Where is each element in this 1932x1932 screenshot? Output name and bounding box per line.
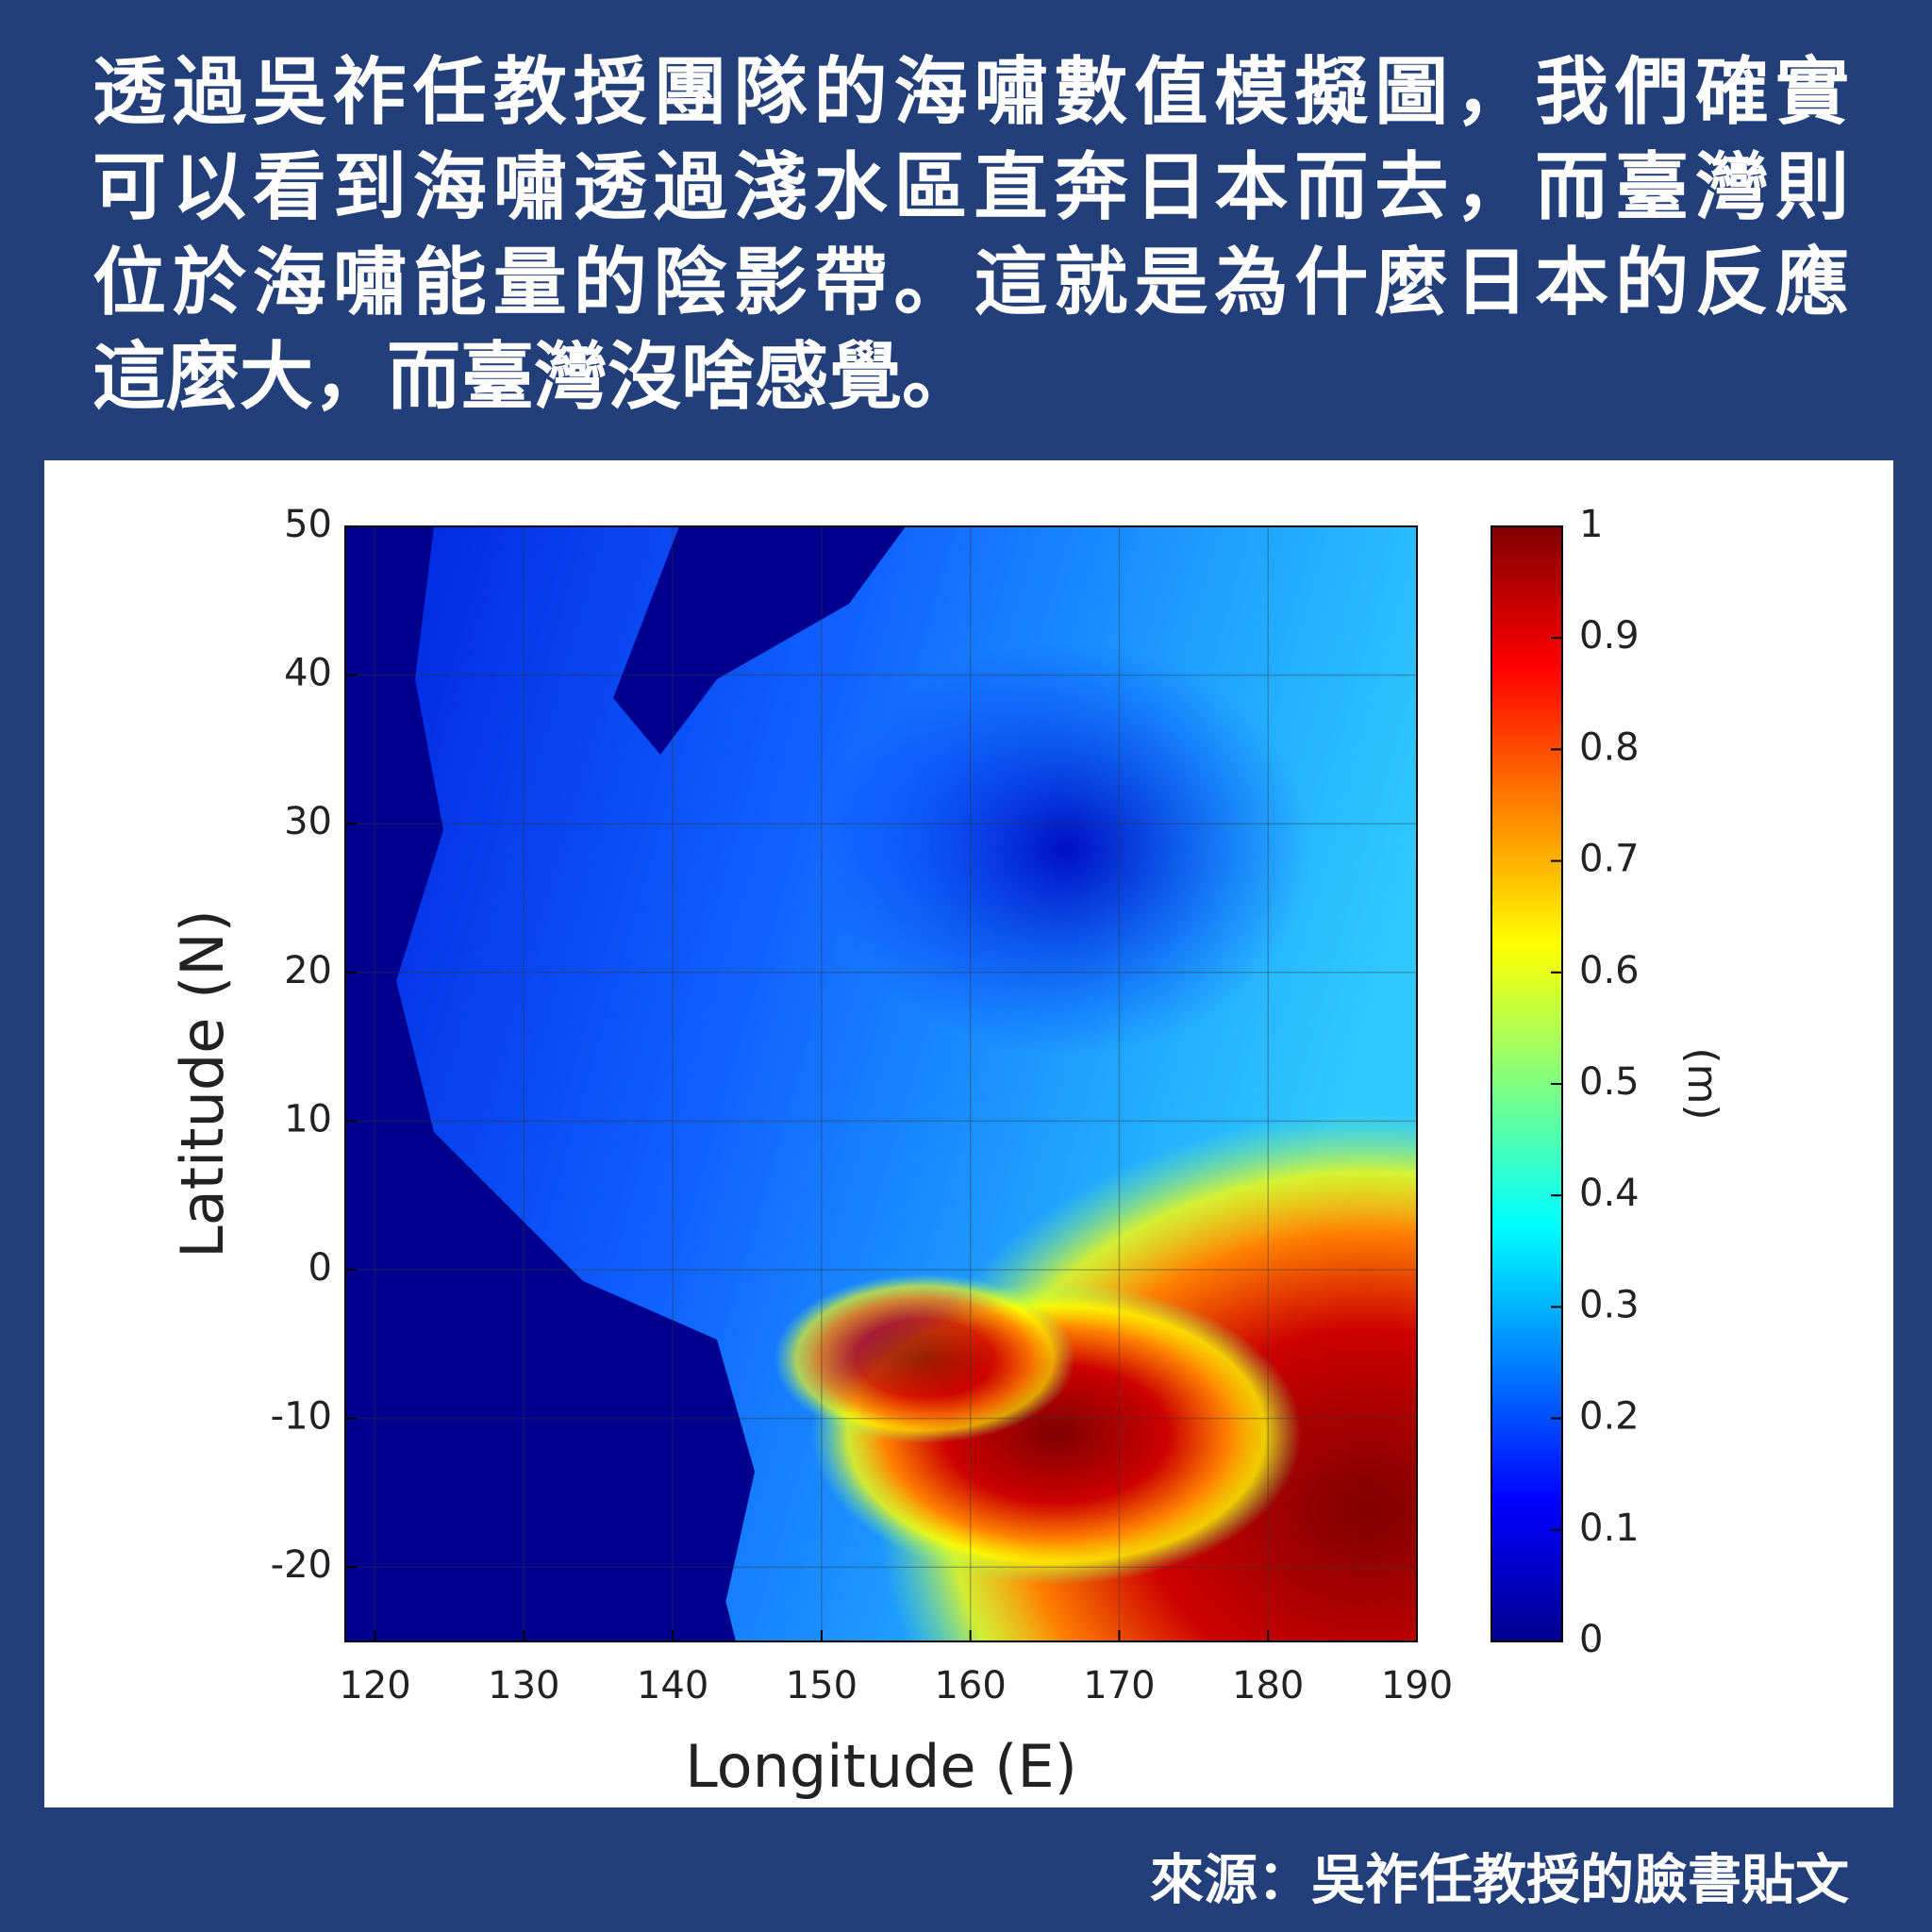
y-tick-label: 40 (284, 652, 332, 695)
y-tick-label: 30 (284, 800, 332, 843)
source: 來源：吳祚任教授的臉書貼文 (1150, 1849, 1849, 1911)
colorbar-tick-label: 0.8 (1579, 725, 1640, 769)
x-tick-label: 190 (1381, 1664, 1453, 1707)
x-axis-label: Longitude (E) (685, 1732, 1077, 1801)
header-line: 這麼大，而臺灣沒啥感覺。 (92, 335, 975, 420)
plot-frame (344, 525, 1418, 1642)
colorbar-tick-label: 0.2 (1579, 1395, 1640, 1439)
y-tick-label: -20 (271, 1543, 332, 1587)
y-tick-label: -10 (271, 1395, 332, 1439)
x-tick-label: 150 (786, 1664, 858, 1707)
colorbar-tick-label: 0.6 (1579, 949, 1640, 992)
x-tick-label: 140 (637, 1664, 708, 1707)
colorbar-tick-label: 0 (1579, 1618, 1603, 1661)
colorbar-tick-label: 0.5 (1579, 1060, 1640, 1104)
colorbar-tick-label: 0.1 (1579, 1507, 1640, 1550)
x-tick-label: 130 (488, 1664, 559, 1707)
y-tick-label: 0 (308, 1246, 332, 1290)
heatmap (345, 526, 1417, 1641)
colorbar-tick-label: 0.9 (1579, 614, 1640, 658)
colorbar (1491, 525, 1563, 1642)
y-axis-label: Latitude (N) (168, 909, 237, 1258)
colorbar-label: (m) (1678, 1047, 1726, 1120)
header-line: 透過吳祚任教授團隊的海嘯數值模擬圖，我們確實 (92, 50, 1849, 135)
y-tick-label: 10 (284, 1097, 332, 1141)
x-tick-label: 120 (339, 1664, 410, 1707)
x-tick-label: 160 (934, 1664, 1006, 1707)
y-tick-label: 20 (284, 949, 332, 992)
x-tick-label: 180 (1232, 1664, 1304, 1707)
colorbar-tick-label: 1 (1579, 503, 1603, 546)
colorbar-tick-label: 0.4 (1579, 1172, 1640, 1215)
x-tick-label: 170 (1083, 1664, 1155, 1707)
header-line: 位於海嘯能量的陰影帶。這就是為什麼日本的反應 (92, 241, 1849, 325)
header: 透過吳祚任教授團隊的海嘯數值模擬圖，我們確實 可以看到海嘯透過淺水區直奔日本而去… (92, 50, 1849, 420)
colorbar-tick-label: 0.7 (1579, 838, 1640, 881)
header-line: 可以看到海嘯透過淺水區直奔日本而去，而臺灣則 (92, 145, 1849, 230)
colorbar-tick-label: 0.3 (1579, 1283, 1640, 1326)
y-tick-label: 50 (284, 503, 332, 546)
